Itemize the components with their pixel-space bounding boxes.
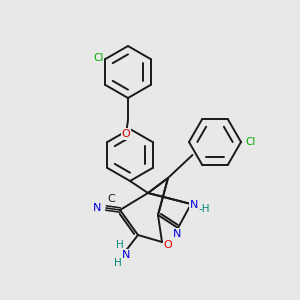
Text: C: C — [107, 194, 115, 204]
Text: N: N — [190, 200, 198, 210]
Text: N: N — [93, 203, 101, 213]
Text: H: H — [114, 258, 122, 268]
Text: Cl: Cl — [93, 53, 104, 63]
Text: O: O — [122, 129, 130, 139]
Text: -H: -H — [198, 204, 210, 214]
Text: Cl: Cl — [246, 137, 256, 147]
Text: O: O — [164, 240, 172, 250]
Text: N: N — [122, 250, 130, 260]
Text: H: H — [116, 240, 124, 250]
Text: N: N — [173, 229, 181, 239]
